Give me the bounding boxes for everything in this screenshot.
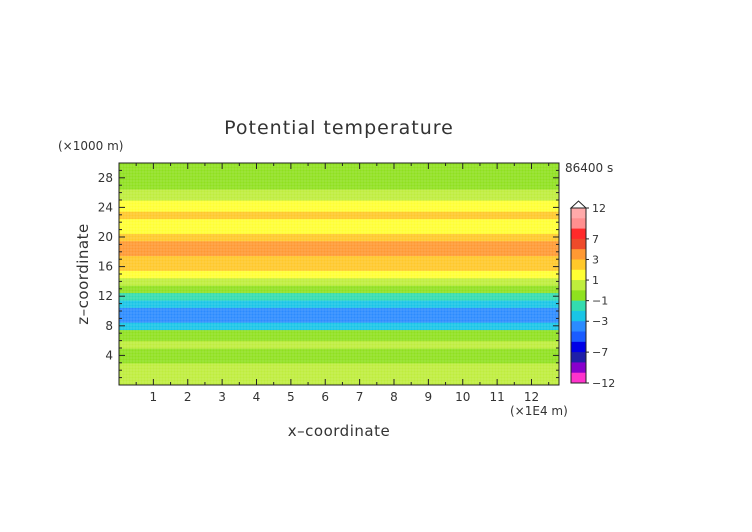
x-tick-label: 9: [425, 390, 433, 404]
x-axis-unit: (×1E4 m): [510, 404, 568, 418]
y-axis-ticks: 4 8 12 16 20 24 28: [98, 169, 559, 379]
colorbar-label: −12: [592, 377, 615, 390]
temperature-band: [119, 233, 559, 242]
temperature-band: [119, 373, 559, 385]
temperature-band: [119, 307, 559, 316]
y-tick-label: 4: [105, 348, 113, 362]
temperature-band: [119, 262, 559, 271]
colorbar-swatch: [571, 259, 586, 271]
x-tick-label: 12: [524, 390, 539, 404]
y-tick-label: 28: [98, 171, 113, 185]
time-label: 86400 s: [565, 161, 613, 175]
colorbar-swatch: [571, 372, 586, 384]
x-tick-label: 3: [218, 390, 226, 404]
colorbar-label: −7: [592, 346, 608, 359]
y-tick-label: 24: [98, 200, 113, 214]
temperature-band: [119, 299, 559, 308]
colorbar-swatch: [571, 208, 586, 219]
x-tick-label: 4: [253, 390, 261, 404]
x-axis-label: x–coordinate: [288, 422, 390, 440]
temperature-band: [119, 188, 559, 201]
colorbar-swatch: [571, 290, 586, 302]
y-tick-label: 12: [98, 289, 113, 303]
temperature-band: [119, 285, 559, 294]
x-tick-label: 7: [356, 390, 364, 404]
y-tick-label: 8: [105, 319, 113, 333]
temperature-band: [119, 225, 559, 234]
x-tick-label: 11: [489, 390, 504, 404]
texture-overlay: [119, 163, 559, 385]
temperature-band: [119, 329, 559, 342]
colorbar-swatch: [571, 249, 586, 260]
colorbar-swatch: [571, 300, 586, 312]
colorbar-swatch: [571, 331, 586, 343]
x-tick-label: 10: [455, 390, 470, 404]
x-tick-label: 2: [184, 390, 192, 404]
colorbar-swatch: [571, 228, 586, 240]
temperature-band: [119, 362, 559, 375]
temperature-band: [119, 355, 559, 364]
colorbar-label: 12: [592, 202, 606, 215]
chart-title: Potential temperature: [224, 117, 454, 139]
temperature-band: [119, 340, 559, 349]
colorbar-swatch: [571, 238, 586, 250]
colorbar: 12 7 3 1 −1 −3 −7 −12: [569, 200, 615, 390]
temperature-band: [119, 322, 559, 331]
temperature-band: [119, 255, 559, 264]
colorbar-arrow: [569, 200, 588, 209]
temperature-band: [119, 211, 559, 220]
x-tick-label: 5: [287, 390, 295, 404]
temperature-band: [119, 218, 559, 227]
x-axis-ticks: 1 2 3 4 5 6 7 8 9 10 11 12: [135, 163, 550, 404]
colorbar-swatch: [571, 218, 586, 230]
temperature-band: [119, 277, 559, 286]
temperature-band: [119, 177, 559, 190]
colorbar-swatch: [571, 321, 586, 333]
temperature-field: [119, 163, 559, 385]
colorbar-swatch: [571, 352, 586, 363]
colorbar-swatch: [571, 341, 586, 353]
temperature-band: [119, 270, 559, 279]
temperature-band: [119, 292, 559, 301]
colorbar-frame: [570, 207, 587, 384]
colorbar-swatch: [571, 362, 586, 374]
colorbar-label: −1: [592, 295, 608, 308]
colorbar-swatch: [571, 310, 586, 322]
temperature-band: [119, 200, 559, 212]
colorbar-label: 1: [592, 274, 599, 287]
colorbar-label: −3: [592, 315, 608, 328]
temperature-band: [119, 248, 559, 257]
y-tick-label: 20: [98, 230, 113, 244]
temperature-band: [119, 348, 559, 356]
colorbar-swatch: [571, 280, 586, 291]
y-axis-unit: (×1000 m): [58, 139, 123, 153]
temperature-band: [119, 240, 559, 249]
colorbar-label: 7: [592, 233, 599, 246]
colorbar-label: 3: [592, 253, 599, 266]
colorbar-swatch: [571, 269, 586, 281]
y-axis-label: z–coordinate: [74, 223, 92, 324]
x-tick-label: 6: [321, 390, 329, 404]
temperature-band: [119, 163, 559, 179]
x-tick-label: 1: [150, 390, 158, 404]
x-tick-label: 8: [390, 390, 398, 404]
temperature-band: [119, 314, 559, 323]
y-tick-label: 16: [98, 260, 113, 274]
